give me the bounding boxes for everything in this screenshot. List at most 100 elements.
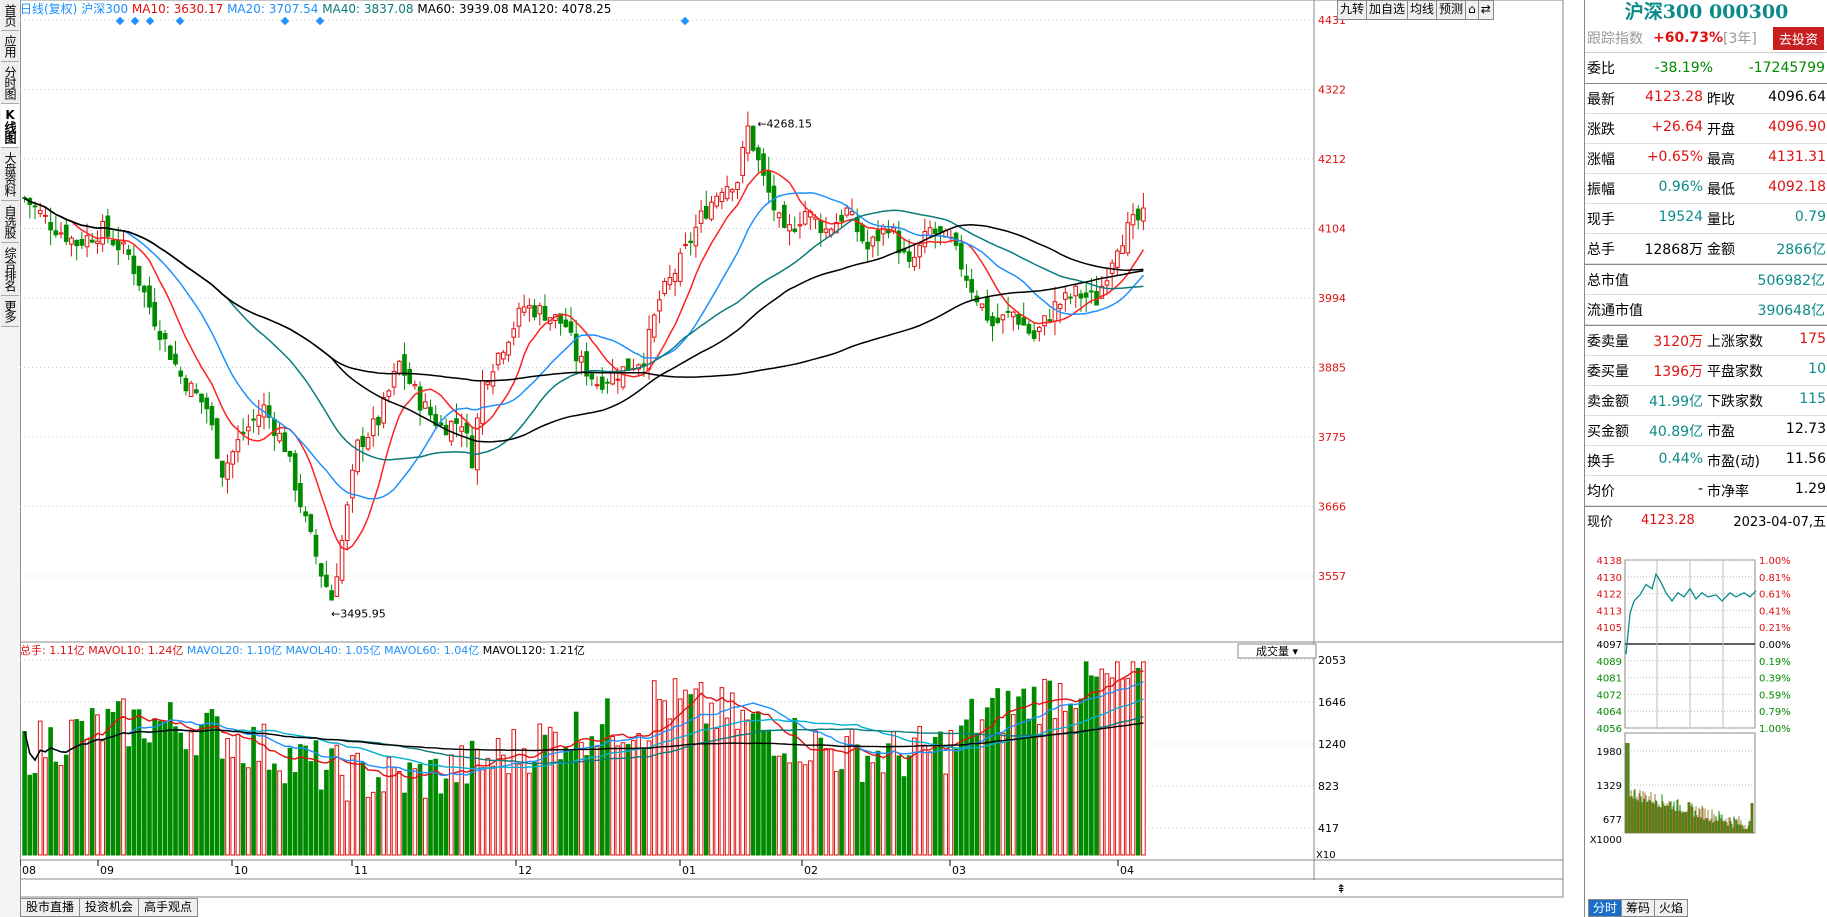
candle-body [475, 417, 480, 471]
bottom-tab-0[interactable]: 股市直播 [20, 898, 81, 917]
candle-body [1089, 290, 1094, 293]
candle-body [251, 418, 256, 421]
volume-bar [454, 782, 459, 856]
candle-body [365, 436, 371, 450]
candle-body [428, 406, 433, 416]
cap-value: 390648亿 [1757, 302, 1825, 319]
left-tab-0[interactable]: 首页 [1, 0, 19, 31]
volume-bar [84, 738, 90, 856]
candle-body [844, 207, 850, 216]
order-row: 委买量 1396万 平盘家数 10 [1585, 356, 1827, 386]
signal-marker[interactable] [145, 16, 155, 26]
volume-bar [776, 755, 782, 856]
bottom-tab-1[interactable]: 投资机会 [79, 898, 140, 917]
volume-bar [261, 723, 267, 856]
candle-body [235, 439, 241, 453]
volume-bar [860, 781, 865, 856]
volume-bar [1031, 686, 1037, 856]
order-label: 委卖量 [1587, 333, 1629, 350]
candle-body [126, 249, 131, 255]
toolbar-button-3[interactable]: 预测 [1436, 0, 1467, 20]
candle-body [584, 351, 589, 377]
quote-value: +26.64 [1651, 118, 1704, 135]
toolbar-button-5[interactable]: ⇄ [1477, 0, 1494, 20]
volume-bar [1115, 661, 1120, 856]
volume-bar [547, 726, 553, 856]
left-tab-1[interactable]: 应用 [1, 31, 19, 62]
candles [22, 111, 1146, 601]
bottom-tab-2[interactable]: 高手观点 [138, 898, 199, 917]
quote-label: 金额 [1707, 241, 1736, 258]
kline-chart[interactable]: 日线(复权) 沪深300 MA10: 3630.17 MA20: 3707.54… [20, 0, 1584, 898]
volume-bar [121, 698, 126, 856]
volume-bar [173, 726, 178, 856]
mini-tab-2[interactable]: 火焰 [1654, 899, 1689, 917]
candle-body [1016, 314, 1021, 325]
ma-label-3: MA60: 3939.08 [417, 2, 512, 16]
volume-bar [501, 754, 506, 856]
mini-price-tick: 4130 [1597, 573, 1622, 584]
volume-bar [100, 740, 105, 856]
intraday-chart[interactable]: 4138 1.00% 4130 0.81% 4122 0.61% 4113 0.41% 4105… [1585, 555, 1827, 895]
toolbar-button-4[interactable]: ⌂ [1465, 0, 1479, 20]
mini-tab-1[interactable]: 筹码 [1621, 899, 1656, 917]
candle-body [329, 590, 334, 601]
candle-body [615, 378, 621, 381]
signal-marker[interactable] [115, 16, 125, 26]
volume-bar [605, 698, 610, 856]
price-tick: 4322 [1318, 84, 1346, 97]
candle-body [563, 319, 569, 328]
quote-label: 量比 [1707, 211, 1736, 228]
left-tab-5[interactable]: 自选股 [1, 201, 19, 243]
toolbar-button-1[interactable]: 加自选 [1366, 0, 1409, 20]
signal-marker[interactable] [130, 16, 140, 26]
signal-marker[interactable] [175, 16, 185, 26]
volume-bar [43, 757, 48, 856]
candle-body [865, 241, 870, 250]
candle-body [1083, 292, 1089, 298]
candle-body [599, 376, 605, 390]
volume-bar [698, 682, 704, 856]
candle-body [167, 345, 173, 361]
left-tab-4[interactable]: 大盘资料 [1, 148, 19, 201]
volume-bar [958, 725, 964, 856]
candle-body [246, 426, 251, 432]
mini-price-tick: 4105 [1597, 623, 1622, 634]
volume-bar [521, 748, 527, 856]
invest-button[interactable]: 去投资 [1772, 26, 1824, 50]
left-tab-3[interactable]: K线图 [1, 104, 19, 148]
candle-body [610, 371, 615, 385]
signal-marker[interactable] [280, 16, 290, 26]
toolbar-button-0[interactable]: 九转 [1337, 0, 1368, 20]
period-label[interactable]: 日线(复权) [20, 2, 81, 16]
ma-line-20 [24, 191, 1144, 500]
toolbar-button-2[interactable]: 均线 [1407, 0, 1438, 20]
volume-bar [558, 759, 563, 856]
signal-marker[interactable] [315, 16, 325, 26]
quote-value: 4092.18 [1768, 178, 1826, 195]
stock-title: 沪深300 000300 [1624, 1, 1789, 23]
left-tab-7[interactable]: 更多 [1, 296, 19, 327]
candle-body [579, 355, 584, 363]
left-tab-6[interactable]: 综合排名 [1, 243, 19, 296]
volume-bar [974, 732, 980, 856]
candle-body [282, 432, 288, 453]
quote-row: 涨幅 +0.65% 最高 4131.31 [1585, 144, 1827, 174]
volume-dropdown[interactable] [1237, 643, 1317, 659]
mini-price-tick: 4097 [1597, 640, 1622, 651]
mini-tab-0[interactable]: 分时 [1588, 899, 1623, 917]
left-tab-2[interactable]: 分时图 [1, 62, 19, 104]
volume-bar [870, 762, 876, 856]
candle-body [1010, 311, 1016, 318]
volume-bar [209, 709, 215, 856]
candle-body [896, 230, 902, 254]
side-bottom-tabs: 分时 筹码 火焰 [1588, 899, 1689, 917]
candle-body [532, 305, 537, 318]
volume-bars [22, 661, 1146, 856]
volume-bar [693, 688, 699, 856]
candle-body [787, 224, 792, 232]
volume-bar [787, 762, 792, 856]
scroll-top-icon[interactable]: ⇞ [1336, 882, 1346, 896]
candle-body [516, 307, 522, 327]
signal-marker[interactable] [680, 16, 690, 26]
